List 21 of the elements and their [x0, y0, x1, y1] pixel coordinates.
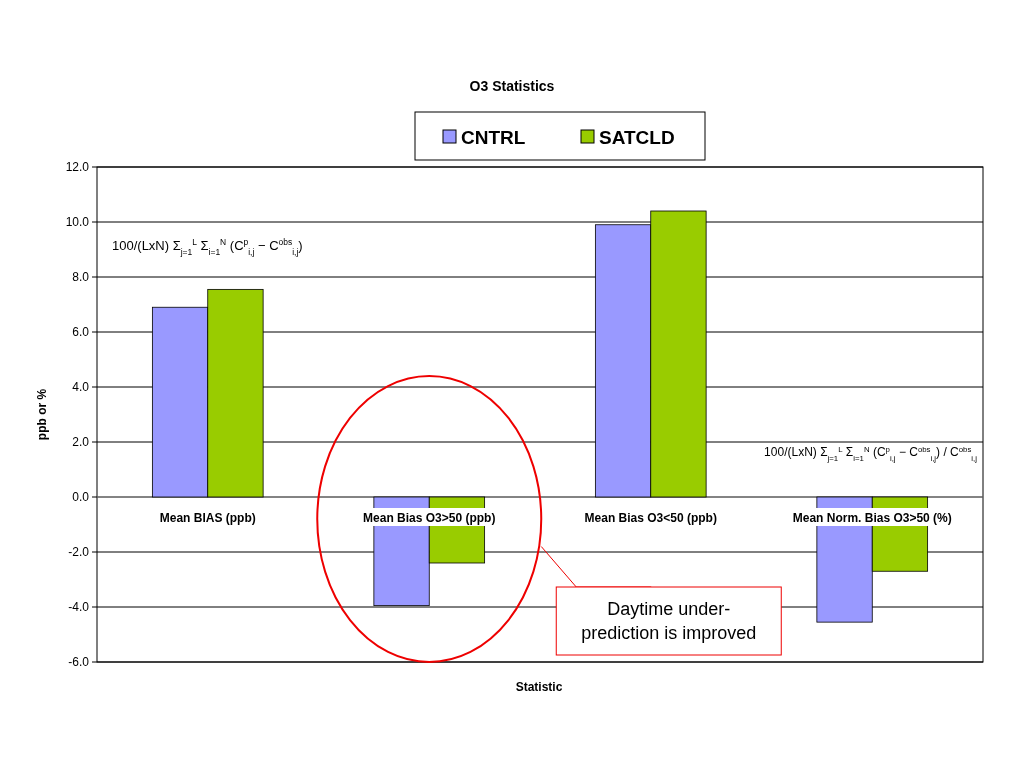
x-tick-label: Mean Norm. Bias O3>50 (%): [792, 511, 952, 525]
y-tick-label: 12.0: [65, 160, 90, 174]
y-tick-label: 4.0: [72, 380, 90, 394]
y-tick-label: 10.0: [65, 215, 90, 229]
y-tick-label: -2.0: [68, 545, 90, 559]
x-tick-label: Mean Bias O3<50 (ppb): [584, 511, 717, 525]
annotation: Daytime under-prediction is improved: [581, 599, 757, 643]
y-tick-label: 6.0: [72, 325, 90, 339]
y-tick-label: -4.0: [68, 600, 90, 614]
y-tick-label: 2.0: [72, 435, 90, 449]
legend-label: CNTRL: [461, 127, 526, 148]
chart-title: O3 Statistics: [469, 78, 555, 94]
y-tick-label: -6.0: [68, 655, 90, 669]
x-tick-label: Mean BIAS (ppb): [159, 511, 256, 525]
y-tick-label: 8.0: [72, 270, 90, 284]
legend-label: SATCLD: [599, 127, 675, 148]
x-axis-title: Statistic: [515, 680, 563, 694]
y-tick-label: 0.0: [72, 490, 90, 504]
y-axis-title: ppb or %: [35, 388, 49, 441]
text: 100/(LxN) Σ$_{j=1}$$^{L}$ Σ$_{i=1}$$^{N}$ (C$^{p}$$_{i,j}$ − C$^{obs}$$_{i,j}$): [112, 236, 303, 257]
x-tick-label: Mean Bias O3>50 (ppb): [363, 511, 496, 525]
